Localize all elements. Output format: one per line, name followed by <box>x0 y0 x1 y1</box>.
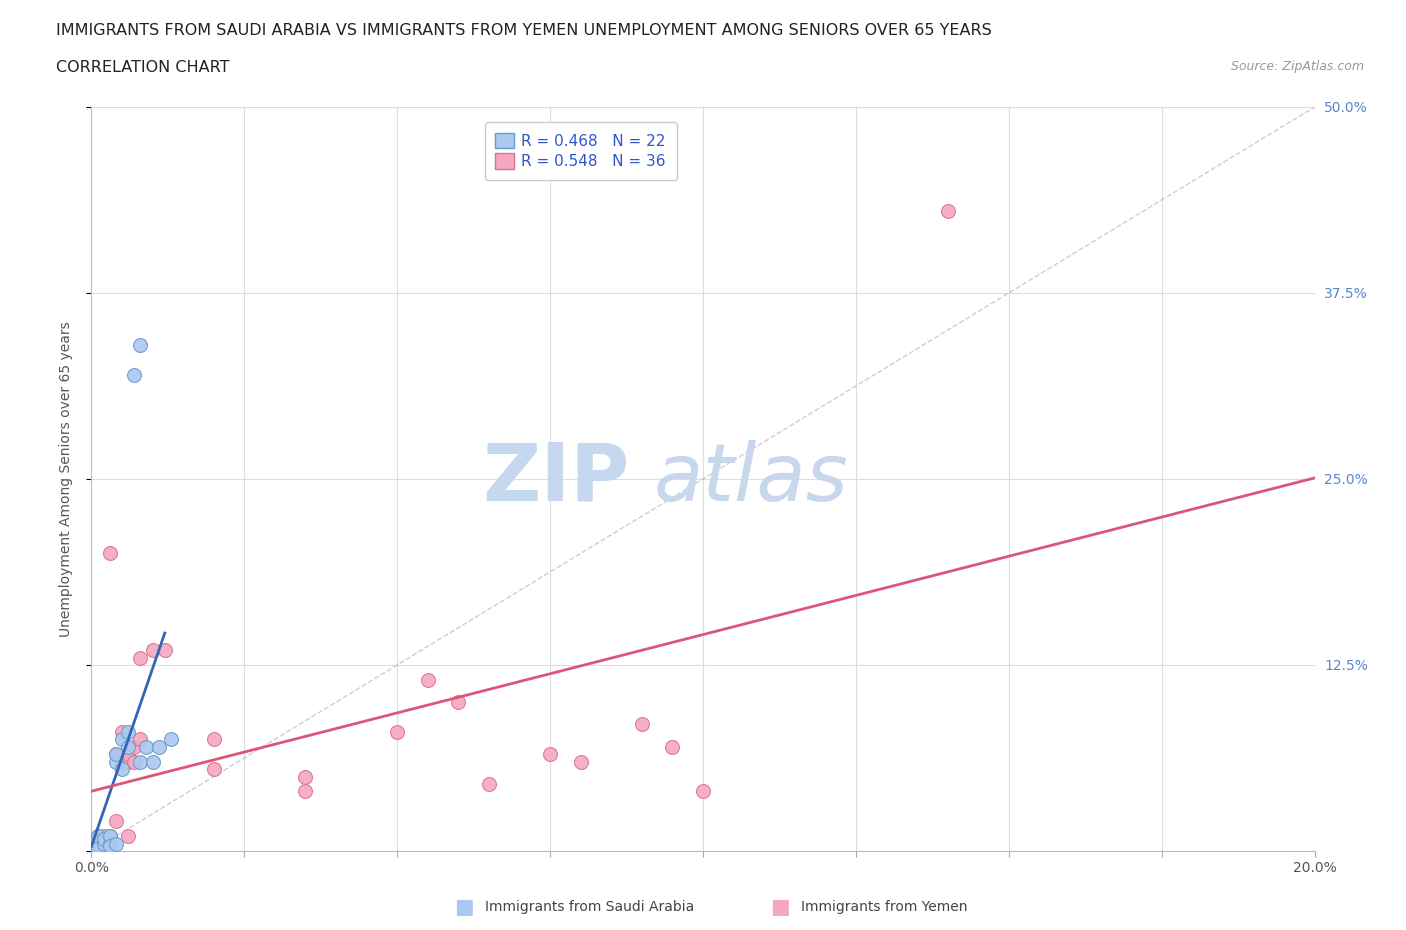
Point <box>141 754 163 769</box>
Point <box>129 732 152 747</box>
Point <box>692 784 714 799</box>
Point <box>478 777 501 791</box>
Point <box>93 836 115 851</box>
Point <box>104 814 127 829</box>
Point <box>202 732 225 747</box>
Point <box>135 739 157 754</box>
Point <box>86 841 108 856</box>
Point <box>111 732 134 747</box>
Y-axis label: Unemployment Among Seniors over 65 years: Unemployment Among Seniors over 65 years <box>59 321 73 637</box>
Point <box>93 829 115 844</box>
Text: IMMIGRANTS FROM SAUDI ARABIA VS IMMIGRANTS FROM YEMEN UNEMPLOYMENT AMONG SENIORS: IMMIGRANTS FROM SAUDI ARABIA VS IMMIGRAN… <box>56 23 993 38</box>
Point <box>86 829 108 844</box>
Point <box>122 754 145 769</box>
Point <box>111 762 134 777</box>
Point <box>202 762 225 777</box>
Point <box>93 836 115 851</box>
Text: Immigrants from Yemen: Immigrants from Yemen <box>801 899 967 914</box>
Point <box>117 724 139 739</box>
Legend: R = 0.468   N = 22, R = 0.548   N = 36: R = 0.468 N = 22, R = 0.548 N = 36 <box>485 122 676 180</box>
Point <box>148 739 170 754</box>
Point <box>104 747 127 762</box>
Point <box>538 747 561 762</box>
Point <box>153 643 176 658</box>
Point <box>98 546 121 561</box>
Point <box>569 754 592 769</box>
Point <box>86 829 108 844</box>
Point <box>86 836 108 851</box>
Text: Source: ZipAtlas.com: Source: ZipAtlas.com <box>1230 60 1364 73</box>
Text: ■: ■ <box>770 897 790 917</box>
Point <box>117 747 139 762</box>
Point <box>129 338 152 352</box>
Text: CORRELATION CHART: CORRELATION CHART <box>56 60 229 75</box>
Point <box>111 724 134 739</box>
Point <box>631 717 654 732</box>
Point <box>86 836 108 851</box>
Point <box>141 643 163 658</box>
Point <box>98 839 121 854</box>
Point <box>661 739 683 754</box>
Point <box>416 672 439 687</box>
Point <box>936 204 959 219</box>
Point <box>98 836 121 851</box>
Point <box>122 739 145 754</box>
Point <box>98 836 121 851</box>
Point <box>129 650 152 665</box>
Point <box>98 829 121 844</box>
Point <box>122 367 145 382</box>
Point <box>93 839 115 854</box>
Point <box>294 784 316 799</box>
Point <box>104 747 127 762</box>
Point <box>160 732 183 747</box>
Point <box>117 829 139 844</box>
Point <box>98 829 121 844</box>
Point <box>111 754 134 769</box>
Text: ZIP: ZIP <box>482 440 630 518</box>
Text: ■: ■ <box>454 897 474 917</box>
Point <box>294 769 316 784</box>
Point <box>385 724 409 739</box>
Point <box>129 754 152 769</box>
Point <box>117 739 139 754</box>
Point <box>104 836 127 851</box>
Point <box>93 831 115 846</box>
Text: atlas: atlas <box>654 440 849 518</box>
Point <box>447 695 470 710</box>
Text: Immigrants from Saudi Arabia: Immigrants from Saudi Arabia <box>485 899 695 914</box>
Point <box>86 841 108 856</box>
Point <box>104 754 127 769</box>
Point <box>117 754 139 769</box>
